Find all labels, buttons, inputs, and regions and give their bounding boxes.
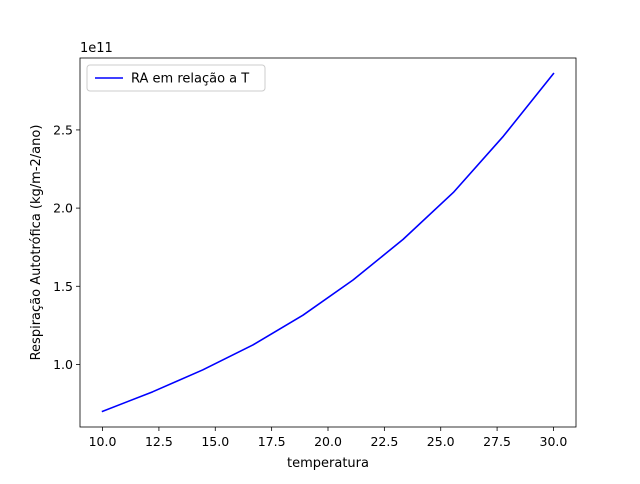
x-tick-label: 10.0 xyxy=(89,434,117,449)
series-layer xyxy=(101,72,555,413)
x-tick-label: 27.5 xyxy=(483,434,511,449)
x-tick-label: 25.0 xyxy=(427,434,455,449)
x-tick-label: 20.0 xyxy=(314,434,342,449)
x-tick-label: 17.5 xyxy=(258,434,286,449)
x-tick-label: 15.0 xyxy=(201,434,229,449)
x-tick-label: 12.5 xyxy=(145,434,173,449)
y-offset-label: 1e11 xyxy=(80,41,113,56)
legend-entry-label: RA em relação a T xyxy=(131,72,249,87)
legend-box xyxy=(86,64,266,92)
y-tick-label: 1.5 xyxy=(53,279,73,294)
y-axis-label: Respiração Autotrófica (kg/m-2/ano) xyxy=(29,125,44,361)
y-axis: 1.0 1.5 2.0 2.5 xyxy=(53,122,80,372)
series-line xyxy=(101,72,555,413)
y-tick-label: 2.5 xyxy=(53,122,73,137)
x-axis: 10.0 12.5 15.0 17.5 20.0 22.5 25.0 27.5 30.0 xyxy=(89,427,568,449)
y-tick-label: 1.0 xyxy=(53,357,73,372)
legend: RA em relação a T xyxy=(86,64,266,92)
y-tick-label: 2.0 xyxy=(53,201,73,216)
x-tick-label: 30.0 xyxy=(540,434,568,449)
x-axis-label: temperatura xyxy=(287,456,369,471)
x-tick-label: 22.5 xyxy=(370,434,398,449)
